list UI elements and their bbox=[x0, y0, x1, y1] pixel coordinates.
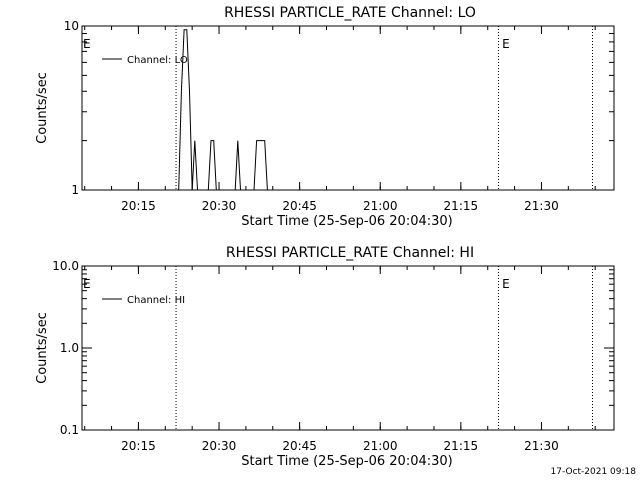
x-tick-label: 20:15 bbox=[121, 439, 156, 453]
x-tick-label: 21:30 bbox=[524, 199, 559, 213]
x-tick-label: 20:30 bbox=[202, 439, 237, 453]
y-tick-label: 1 bbox=[71, 183, 79, 197]
x-axis-label: Start Time (25-Sep-06 20:04:30) bbox=[241, 214, 452, 229]
event-marker-label: E bbox=[502, 37, 510, 51]
event-marker-label: E bbox=[83, 37, 91, 51]
x-tick-label: 20:15 bbox=[121, 199, 156, 213]
series-line-0 bbox=[176, 29, 271, 191]
x-tick-label: 21:00 bbox=[363, 439, 398, 453]
y-axis-label: Counts/sec bbox=[35, 72, 50, 144]
plot-frame bbox=[81, 265, 615, 431]
chart-title: RHESSI PARTICLE_RATE Channel: LO bbox=[224, 5, 476, 21]
x-tick-label: 21:15 bbox=[444, 199, 479, 213]
x-tick-label: 21:00 bbox=[363, 199, 398, 213]
plot-frame bbox=[81, 25, 615, 191]
x-tick-label: 20:30 bbox=[202, 199, 237, 213]
y-tick-label: 0.1 bbox=[60, 423, 79, 437]
x-tick-label: 20:45 bbox=[282, 439, 317, 453]
footer-timestamp: 17-Oct-2021 09:18 bbox=[551, 467, 637, 477]
y-axis-label: Counts/sec bbox=[35, 312, 50, 384]
chart-panel-hi: RHESSI PARTICLE_RATE Channel: HI Counts/s… bbox=[35, 245, 615, 469]
chart-title: RHESSI PARTICLE_RATE Channel: HI bbox=[226, 245, 474, 261]
y-tick-label: 1.0 bbox=[60, 341, 79, 355]
x-tick-label: 21:30 bbox=[524, 439, 559, 453]
event-marker-label: E bbox=[502, 277, 510, 291]
legend-label: Channel: LO bbox=[127, 55, 188, 66]
y-tick-label: 10.0 bbox=[52, 259, 79, 273]
x-axis-label: Start Time (25-Sep-06 20:04:30) bbox=[241, 454, 452, 469]
legend-label: Channel: HI bbox=[127, 295, 185, 306]
x-tick-label: 21:15 bbox=[444, 439, 479, 453]
x-tick-label: 20:45 bbox=[282, 199, 317, 213]
chart-panel-lo: RHESSI PARTICLE_RATE Channel: LO Counts/s… bbox=[35, 5, 615, 229]
y-tick-label: 10 bbox=[64, 19, 79, 33]
event-marker-label: E bbox=[83, 277, 91, 291]
